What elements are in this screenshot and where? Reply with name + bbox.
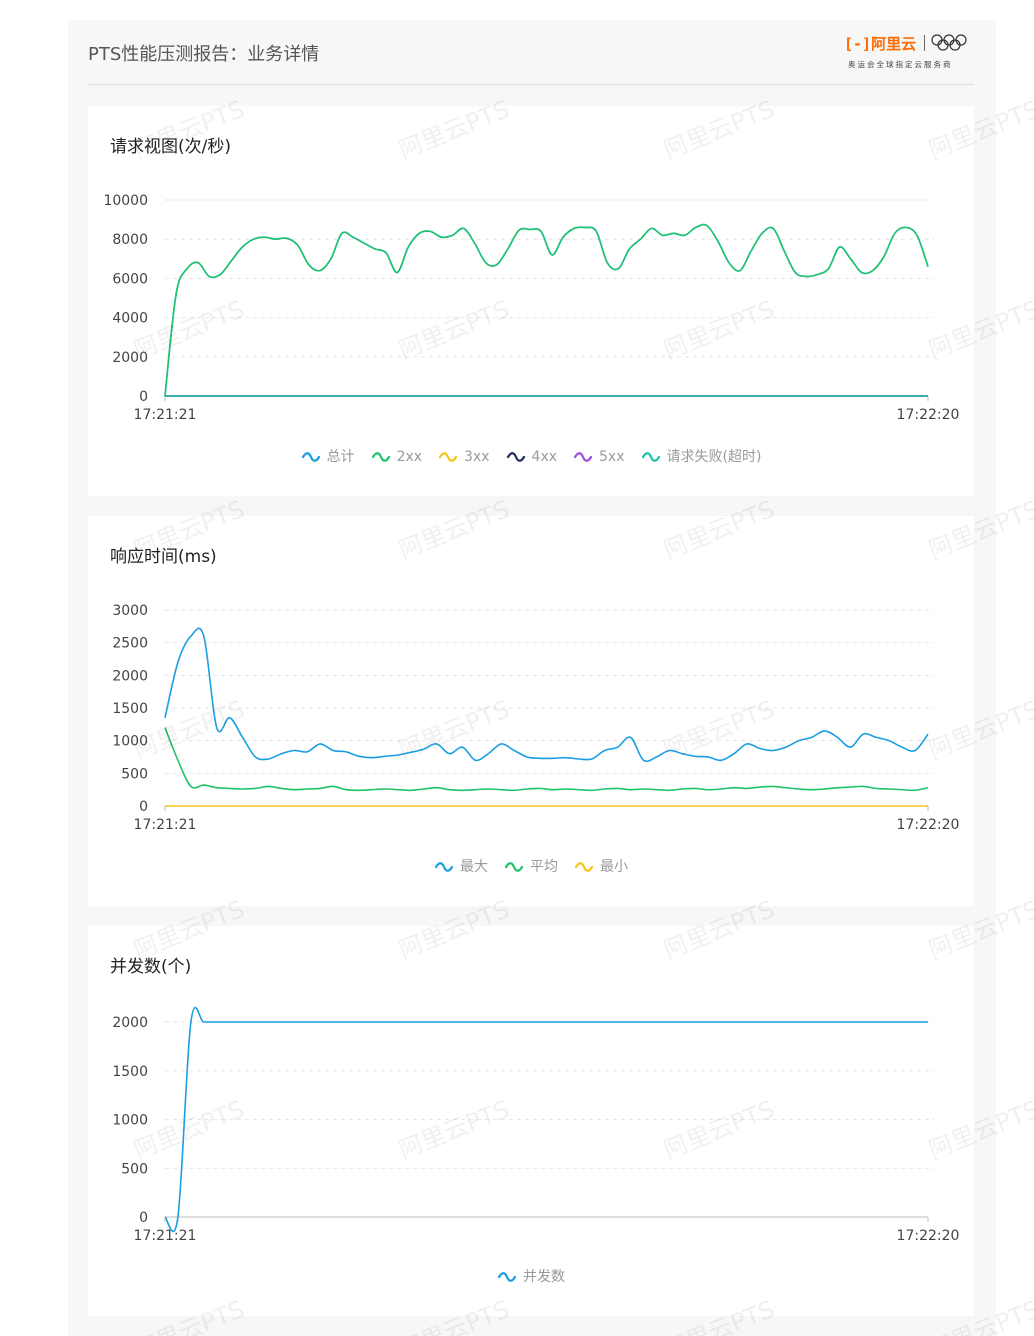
legend-label: 请求失败(超时): [666, 449, 762, 465]
y-tick-label: 6000: [112, 271, 148, 287]
legend-entry[interactable]: 总计: [301, 446, 355, 466]
legend-label: 3xx: [464, 449, 490, 465]
response-time-legend: 最大 平均 最小: [88, 856, 974, 876]
report-header: PTS性能压测报告：业务详情 [-]阿里云 奥运会全球指定云服务商: [88, 20, 974, 85]
brand-name: 阿里云: [871, 35, 917, 53]
y-tick-label: 2000: [112, 668, 148, 684]
y-tick-label: 1000: [112, 1113, 148, 1129]
legend-entry[interactable]: 并发数: [497, 1266, 565, 1286]
legend-entry[interactable]: 请求失败(超时): [641, 446, 762, 466]
legend-entry[interactable]: 最大: [434, 856, 488, 876]
legend-label: 2xx: [396, 449, 423, 465]
concurrency-chart-card: 并发数(个) 0 500 1000 1500 2000 17:21:21 17:22:20 …: [88, 926, 974, 1316]
y-tick-label: 2000: [112, 1015, 148, 1031]
x-tick-label: 17:22:20: [897, 407, 960, 423]
brand-separator: [924, 35, 925, 51]
response-time-chart-card: 响应时间(ms) 0 500 1000 1500 2000 2500 3000 17:21:2…: [88, 516, 974, 906]
y-tick-label: 0: [139, 389, 148, 405]
y-tick-label: 1500: [112, 1064, 148, 1080]
legend-wave-icon: [641, 452, 660, 462]
chart-title: 并发数(个): [110, 957, 192, 977]
y-tick-label: 500: [121, 766, 148, 782]
legend-label: 平均: [530, 859, 558, 875]
legend-wave-icon: [438, 452, 458, 462]
series-line: [164, 1006, 928, 1233]
legend-wave-icon: [506, 452, 525, 462]
legend-entry[interactable]: 平均: [504, 856, 558, 876]
series-line: [164, 223, 929, 397]
brand-block: [-]阿里云 奥运会全球指定云服务商: [844, 33, 974, 73]
legend-entry[interactable]: 2xx: [371, 449, 422, 465]
y-tick-label: 4000: [112, 311, 148, 327]
legend-label: 总计: [326, 449, 355, 465]
brand-bracket-icon: [-]: [844, 35, 872, 53]
x-tick-label: 17:21:21: [134, 1228, 197, 1244]
x-tick-label: 17:21:21: [134, 817, 197, 833]
report-title: PTS性能压测报告：业务详情: [88, 44, 320, 65]
chart-title: 响应时间(ms): [110, 547, 217, 567]
legend-label: 最大: [460, 859, 488, 875]
olympic-rings-icon: [931, 34, 967, 51]
brand-logo: [-]阿里云: [844, 33, 916, 54]
chart-title: 请求视图(次/秒): [110, 137, 231, 157]
y-tick-label: 8000: [112, 232, 148, 248]
y-tick-label: 1500: [112, 701, 148, 717]
y-tick-label: 500: [121, 1161, 148, 1177]
requests-legend: 总计 2xx 3xx 4xx 5xx 请求失败(超时): [88, 446, 974, 466]
y-tick-label: 3000: [112, 603, 148, 619]
legend-label: 4xx: [531, 449, 558, 465]
concurrency-chart: 0 500 1000 1500 2000 17:21:21 17:22:20: [112, 1006, 960, 1244]
legend-wave-icon: [497, 1272, 517, 1282]
legend-entry[interactable]: 5xx: [573, 449, 625, 465]
legend-label: 5xx: [599, 449, 625, 465]
legend-entry[interactable]: 3xx: [438, 449, 490, 465]
brand-tagline: 奥运会全球指定云服务商: [848, 60, 953, 69]
y-tick-label: 2000: [112, 350, 148, 366]
legend-wave-icon: [574, 862, 594, 872]
legend-label: 最小: [600, 859, 628, 875]
series-line: [164, 727, 929, 792]
y-tick-label: 0: [139, 799, 148, 815]
legend-entry[interactable]: 4xx: [506, 449, 557, 465]
legend-wave-icon: [504, 862, 524, 872]
requests-chart-card: 请求视图(次/秒) 0 2000 4000 6000 8000 10000 17:21:21…: [88, 106, 974, 496]
y-tick-label: 1000: [112, 734, 148, 750]
series-line: [164, 223, 929, 397]
requests-chart: 0 2000 4000 6000 8000 10000 17:21:21 17:22:20: [103, 193, 960, 423]
legend-entry[interactable]: 最小: [574, 856, 628, 876]
legend-wave-icon: [434, 862, 454, 872]
x-tick-label: 17:22:20: [897, 1228, 960, 1244]
series-line: [164, 627, 929, 763]
report-page: PTS性能压测报告：业务详情 [-]阿里云 奥运会全球指定云服务商 请求视图(次…: [68, 20, 996, 1336]
y-tick-label: 2500: [112, 636, 148, 652]
legend-label: 并发数: [523, 1269, 565, 1285]
response-time-chart: 0 500 1000 1500 2000 2500 3000 17:21:21 17:22:20: [112, 603, 960, 833]
legend-wave-icon: [301, 452, 320, 462]
x-tick-label: 17:21:21: [134, 407, 197, 423]
y-tick-label: 0: [139, 1210, 148, 1226]
legend-wave-icon: [573, 452, 593, 462]
concurrency-legend: 并发数: [88, 1266, 974, 1286]
legend-wave-icon: [371, 452, 390, 462]
x-tick-label: 17:22:20: [897, 817, 960, 833]
y-tick-label: 10000: [103, 193, 148, 209]
